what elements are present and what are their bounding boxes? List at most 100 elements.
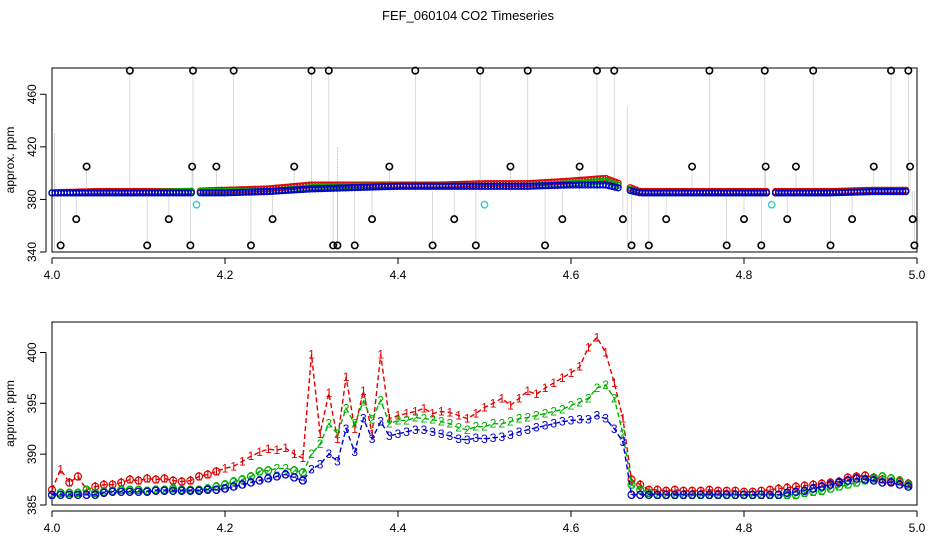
series-circle — [134, 487, 143, 496]
series-circle — [151, 475, 160, 484]
top-x-tick-label: 4.0 — [44, 268, 61, 282]
series-label-2: 2 — [637, 483, 644, 497]
outlier-point — [188, 162, 197, 171]
series-label-3: 3 — [481, 432, 488, 446]
series-label-3: 3 — [248, 476, 255, 490]
series-circle — [99, 488, 109, 497]
series-circle — [125, 475, 134, 484]
series-label-3: 3 — [291, 471, 298, 485]
series-circle — [212, 467, 221, 476]
series-label-1: 1 — [793, 480, 800, 494]
bottom-series-1: 111 11 1 1 1 1 1 1 1 1 1 1 1 1 1 1 1 1 1 1 1 1 1 1 1 1 11111111111… — [47, 330, 913, 499]
series-label-3: 3 — [109, 485, 116, 499]
series-label-3: 3 — [524, 423, 531, 437]
outlier-point — [644, 241, 653, 250]
series-label-1: 1 — [343, 370, 350, 384]
top-data-marks — [48, 66, 919, 252]
series-label-2: 2 — [455, 421, 462, 435]
series-label-1: 1 — [66, 476, 73, 490]
series-label-3: 3 — [870, 474, 877, 488]
bottom-x-tick-label: 4.0 — [44, 521, 61, 535]
series-label-3: 3 — [568, 414, 575, 428]
outlier-point — [904, 66, 913, 75]
series-label-3: 3 — [620, 435, 627, 449]
series-circle — [238, 480, 247, 489]
series-label-3: 3 — [308, 462, 315, 476]
series-label-1: 1 — [637, 478, 644, 492]
series-label-3: 3 — [715, 488, 722, 502]
series-circle — [298, 468, 307, 477]
outlier-point — [848, 215, 857, 224]
series-circle — [56, 490, 65, 499]
outlier-point — [760, 66, 769, 75]
series-label-3: 3 — [325, 447, 332, 461]
outlier-point — [350, 241, 359, 250]
series-label-3: 3 — [559, 415, 566, 429]
series-circle — [636, 480, 645, 489]
series-circle — [636, 490, 645, 499]
bottom-x-tick-label: 4.6 — [563, 521, 580, 535]
top-point — [902, 187, 910, 196]
series-label-2: 2 — [732, 488, 739, 502]
series-label-1: 1 — [144, 472, 151, 486]
series-circle — [627, 480, 636, 489]
series-label-1: 1 — [585, 340, 592, 354]
series-circle — [835, 482, 844, 491]
series-label-3: 3 — [412, 423, 419, 437]
outlier-point — [125, 66, 134, 75]
series-circle — [713, 490, 723, 499]
series-label-2: 2 — [879, 470, 886, 484]
series-label-2: 2 — [602, 378, 609, 392]
outlier-point — [739, 215, 748, 224]
series-label-2: 2 — [784, 488, 791, 502]
series-circle — [670, 490, 679, 499]
series-circle — [47, 485, 57, 494]
series-label-1: 1 — [291, 447, 298, 461]
series-label-1: 1 — [836, 475, 843, 489]
series-circle — [65, 478, 74, 487]
series-label-2: 2 — [300, 465, 307, 479]
series-label-1: 1 — [568, 366, 575, 380]
outlier-point — [910, 241, 919, 250]
bottom-y-axis-label: approx. ppm — [3, 380, 17, 447]
bottom-x-tick-label: 4.8 — [736, 521, 753, 535]
series-label-2: 2 — [360, 394, 367, 408]
series-label-3: 3 — [360, 412, 367, 426]
series-label-1: 1 — [481, 400, 488, 414]
top-y-tick-label: 460 — [25, 84, 39, 104]
series-label-1: 1 — [57, 462, 64, 476]
series-label-1: 1 — [222, 461, 229, 475]
outlier-point — [662, 215, 671, 224]
series-label-1: 1 — [533, 387, 540, 401]
series-label-1: 1 — [455, 409, 462, 423]
series-circle — [203, 485, 212, 494]
series-label-3: 3 — [213, 483, 220, 497]
outlier-point — [428, 241, 437, 250]
series-label-1: 1 — [196, 470, 203, 484]
series-label-3: 3 — [334, 454, 341, 468]
series-label-3: 3 — [265, 472, 272, 486]
series-label-3: 3 — [300, 474, 307, 488]
series-label-1: 1 — [369, 427, 376, 441]
series-label-2: 2 — [161, 483, 168, 497]
series-label-2: 2 — [801, 486, 808, 500]
top-y-tick-label: 340 — [25, 242, 39, 262]
outlier-point — [471, 241, 480, 250]
series-circle — [722, 490, 731, 499]
series-label-1: 1 — [784, 481, 791, 495]
series-circle — [246, 478, 256, 487]
series-circle — [194, 486, 204, 495]
series-circle — [169, 476, 178, 485]
series-label-3: 3 — [853, 472, 860, 486]
series-label-2: 2 — [438, 415, 445, 429]
top-y-tick-label: 380 — [25, 189, 39, 209]
series-circle — [765, 490, 775, 499]
bottom-y-tick-label: 390 — [25, 444, 39, 464]
series-label-2: 2 — [83, 483, 90, 497]
series-label-2: 2 — [412, 411, 419, 425]
series-circle — [895, 480, 904, 489]
outlier-point — [229, 66, 238, 75]
series-label-3: 3 — [576, 413, 583, 427]
series-label-2: 2 — [152, 483, 159, 497]
series-label-2: 2 — [291, 463, 298, 477]
